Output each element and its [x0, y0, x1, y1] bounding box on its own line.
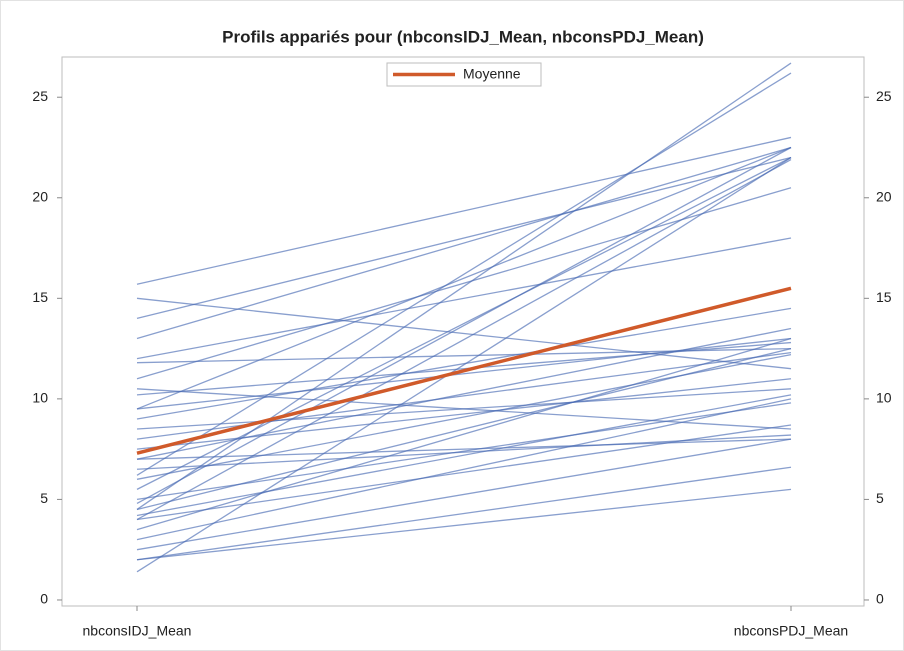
plot-frame: [61, 56, 865, 607]
mean-line: [136, 286, 792, 455]
profile-line: [136, 337, 792, 531]
profile-line: [136, 146, 792, 505]
legend-box: [386, 62, 542, 87]
profile-line: [136, 297, 792, 370]
y2-tick-label: 10: [876, 390, 892, 406]
x-tick-label: nbconsIDJ_Mean: [83, 623, 192, 639]
profile-line: [136, 402, 792, 501]
y2-tick-label: 15: [876, 289, 892, 305]
profile-line: [136, 146, 792, 410]
y2-tick-label: 0: [876, 591, 884, 607]
y2-tick-label: 25: [876, 88, 892, 104]
profile-line: [136, 136, 792, 285]
profile-line: [136, 62, 792, 511]
profile-line: [136, 156, 792, 490]
profile-line: [136, 158, 792, 521]
y-tick-label: 0: [40, 591, 48, 607]
y2-tick-label: 5: [876, 490, 884, 506]
profile-line: [136, 237, 792, 360]
profile-line: [136, 156, 792, 320]
profile-line: [136, 327, 792, 460]
profile-line: [136, 146, 792, 340]
profile-line: [136, 388, 792, 430]
profile-line: [136, 398, 792, 541]
y-tick-label: 10: [32, 390, 48, 406]
y-tick-label: 20: [32, 188, 48, 204]
profile-line: [136, 72, 792, 476]
x-tick-label: nbconsPDJ_Mean: [734, 623, 848, 639]
profile-line: [136, 488, 792, 561]
profile-line: [136, 307, 792, 420]
profile-line: [136, 156, 792, 573]
profile-line: [136, 394, 792, 517]
y-tick-label: 15: [32, 289, 48, 305]
profile-line: [136, 438, 792, 551]
profile-line: [136, 347, 792, 511]
profile-line: [136, 466, 792, 561]
y2-tick-label: 20: [876, 188, 892, 204]
y-tick-label: 25: [32, 88, 48, 104]
profile-line: [136, 438, 792, 460]
y-tick-label: 5: [40, 490, 48, 506]
legend-label: Moyenne: [463, 66, 521, 82]
profile-line: [136, 424, 792, 521]
profile-line: [136, 341, 792, 396]
chart-title: Profils appariés pour (nbconsIDJ_Mean, n…: [222, 27, 704, 46]
